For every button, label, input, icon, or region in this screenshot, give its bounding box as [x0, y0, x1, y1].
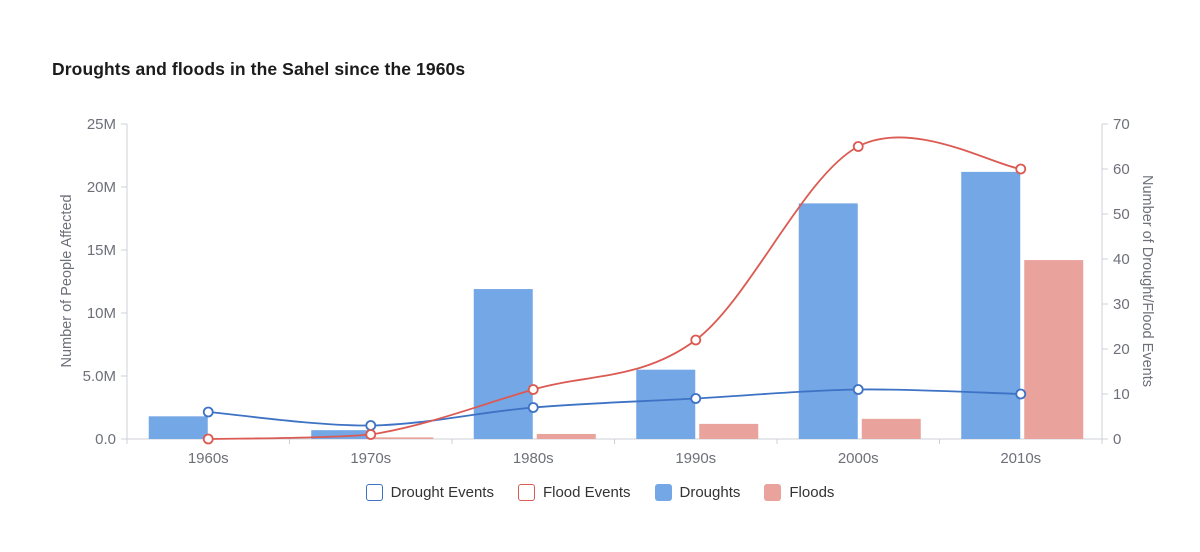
marker-flood-events-2000s: [852, 141, 864, 152]
legend-swatch-solid-icon: [764, 484, 782, 501]
left-axis-tick-label: 0.0: [95, 431, 116, 448]
left-axis-tick-label: 20M: [87, 179, 116, 196]
marker-flood-events-1960s: [202, 433, 214, 445]
marker-drought-events-1980s: [527, 402, 539, 413]
marker-drought-events-2010s: [1015, 388, 1027, 400]
marker-flood-events-2010s: [1015, 163, 1027, 175]
legend-swatch-solid-icon: [654, 484, 672, 501]
chart-legend: Drought Events Flood Events Droughts Floods: [0, 484, 1200, 501]
x-axis-label-1990s: 1990s: [675, 450, 716, 467]
right-axis-tick-label: 0: [1113, 431, 1121, 448]
legend-item-flood-events[interactable]: Flood Events: [517, 484, 631, 501]
line-flood-events: [208, 136, 1021, 440]
x-axis-label-2000s: 2000s: [838, 450, 879, 467]
line-drought-events: [208, 388, 1021, 427]
right-axis-tick-label: 60: [1113, 161, 1130, 178]
x-axis-label-1960s: 1960s: [188, 450, 229, 467]
bar-floods-2010s: [1024, 260, 1084, 439]
bar-droughts-1990s: [636, 369, 696, 439]
legend-label: Flood Events: [542, 484, 631, 501]
legend-label: Droughts: [679, 484, 741, 501]
bar-floods-1980s: [536, 433, 596, 439]
bar-floods-1990s: [699, 423, 759, 439]
bar-floods-1970s: [374, 437, 434, 439]
marker-drought-events-1960s: [202, 406, 214, 418]
bar-droughts-1980s: [473, 289, 533, 439]
left-axis-tick-label: 25M: [87, 116, 116, 133]
x-axis-label-1970s: 1970s: [350, 450, 391, 467]
marker-drought-events-1970s: [365, 420, 377, 431]
legend-item-drought-events[interactable]: Drought Events: [365, 484, 494, 501]
left-axis-tick-label: 15M: [87, 242, 116, 259]
legend-item-droughts[interactable]: Droughts: [654, 484, 741, 501]
legend-label: Drought Events: [390, 484, 494, 501]
right-axis-tick-label: 40: [1113, 251, 1130, 268]
legend-item-floods[interactable]: Floods: [764, 484, 834, 501]
marker-drought-events-2000s: [852, 384, 864, 395]
right-axis-tick-label: 70: [1113, 116, 1130, 133]
left-axis-tick-label: 10M: [87, 305, 116, 322]
right-axis-title: Number of Drought/Flood Events: [1139, 175, 1155, 387]
chart-title: Droughts and floods in the Sahel since t…: [52, 59, 466, 79]
legend-swatch-outline-icon: [365, 484, 383, 501]
left-axis-tick-label: 5.0M: [83, 368, 116, 385]
bar-droughts-1970s: [311, 430, 371, 439]
marker-flood-events-1980s: [527, 384, 539, 395]
bar-droughts-2000s: [798, 203, 858, 439]
x-axis-label-1980s: 1980s: [513, 450, 554, 467]
marker-flood-events-1970s: [365, 429, 377, 440]
bar-droughts-1960s: [148, 416, 208, 439]
x-axis-label-2010s: 2010s: [1000, 450, 1041, 467]
right-axis-tick-label: 20: [1113, 341, 1130, 358]
bar-floods-2000s: [861, 418, 921, 439]
marker-drought-events-1990s: [690, 393, 702, 404]
marker-flood-events-1990s: [690, 334, 702, 346]
right-axis-tick-label: 50: [1113, 206, 1130, 223]
left-axis-title: Number of People Affected: [59, 194, 75, 368]
legend-swatch-outline-icon: [517, 484, 535, 501]
right-axis-tick-label: 30: [1113, 296, 1130, 313]
bar-droughts-2010s: [961, 171, 1021, 439]
legend-label: Floods: [789, 484, 835, 501]
right-axis-tick-label: 10: [1113, 386, 1130, 403]
